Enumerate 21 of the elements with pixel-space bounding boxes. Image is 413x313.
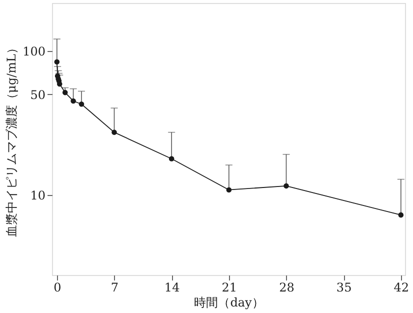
point — [398, 212, 404, 218]
point — [78, 101, 84, 107]
x-tick-label: 42 — [394, 280, 410, 294]
y-tick-label: 10 — [30, 188, 46, 203]
x-tick-label: 28 — [279, 280, 294, 294]
point — [54, 59, 60, 65]
point — [112, 130, 117, 135]
x-axis-title: 時間（day） — [194, 296, 264, 310]
point — [168, 156, 174, 162]
x-tick-label: 14 — [164, 280, 180, 294]
y-tick-label: 100 — [22, 44, 46, 58]
x-tick-label: 35 — [336, 280, 352, 294]
point — [226, 187, 232, 192]
point — [62, 90, 68, 96]
x-tick-label: 7 — [110, 280, 119, 294]
y-axis-title: 血漿中イピリムマブ濃度（μg/mL） — [4, 42, 19, 237]
x-tick-label: 0 — [54, 280, 62, 294]
point — [70, 98, 76, 104]
x-tick-label: 21 — [222, 280, 238, 294]
point — [284, 183, 289, 189]
y-tick-label: 50 — [30, 88, 46, 102]
